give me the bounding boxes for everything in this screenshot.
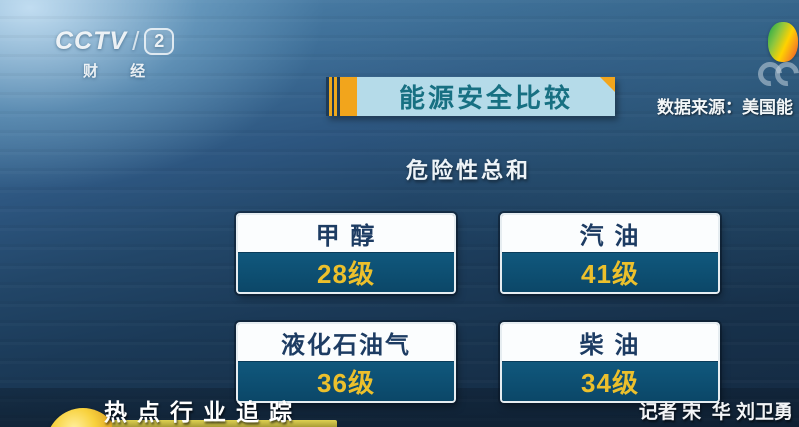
page-title: 能源安全比较 [357, 77, 615, 116]
card-name: 汽 油 [502, 215, 718, 252]
card-name: 液化石油气 [238, 324, 454, 361]
card-value: 36级 [238, 361, 454, 401]
measure-subtitle: 危险性总和 [406, 158, 532, 183]
data-source-label: 数据来源：美国能 [657, 98, 793, 117]
program-title: 热点行业追踪 [104, 399, 302, 425]
reporter-credits: 记者 宋 华 刘卫勇 [638, 402, 793, 423]
page-title-text: 能源安全比较 [398, 83, 573, 113]
card-value: 34级 [502, 361, 718, 401]
card-diesel: 柴 油 34级 [500, 322, 720, 403]
lower-third-strip [112, 420, 337, 427]
card-name: 甲 醇 [238, 215, 454, 252]
card-methanol: 甲 醇 28级 [236, 213, 456, 294]
cctv2-channel-logo: CCTV / 2 财 经 [55, 26, 175, 81]
banner-orange-bar [340, 77, 357, 116]
cctv-logo-row: CCTV / 2 [55, 26, 175, 57]
banner-corner-fold [600, 77, 615, 92]
cctv-logo-text: CCTV [55, 27, 128, 55]
card-value: 28级 [238, 252, 454, 292]
cctv-corner-logo-icon [753, 22, 799, 97]
card-gasoline: 汽 油 41级 [500, 213, 720, 294]
card-value: 41级 [502, 252, 718, 292]
banner-stripe-accent [326, 77, 340, 116]
gold-globe-icon [46, 408, 120, 427]
corner-logo-flame-icon [768, 22, 798, 62]
comparison-grid: 甲 醇 28级 汽 油 41级 液化石油气 36级 柴 油 34级 [236, 213, 720, 403]
channel-subname-label: 财 经 [83, 63, 160, 80]
channel-number-badge: 2 [144, 28, 175, 55]
title-banner: 能源安全比较 [326, 77, 615, 116]
cctv-logo-slash: / [132, 26, 140, 56]
card-lpg: 液化石油气 36级 [236, 322, 456, 403]
card-name: 柴 油 [502, 324, 718, 361]
corner-logo-letters-icon [753, 57, 799, 91]
